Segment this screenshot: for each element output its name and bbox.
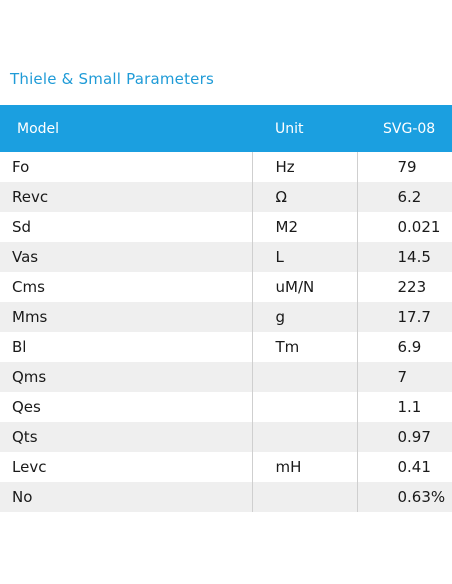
table-row: Qts 0.97 <box>0 422 452 452</box>
row-model: Levc <box>0 452 253 482</box>
row-model: Cms <box>0 272 253 302</box>
row-unit <box>252 482 358 512</box>
row-unit: Tm <box>252 332 358 362</box>
row-value: 1.1 <box>397 398 422 416</box>
row-unit: L <box>252 242 358 272</box>
section-title: Thiele & Small Parameters <box>10 70 214 88</box>
row-unit: M2 <box>252 212 358 242</box>
row-model: Bl <box>0 332 253 362</box>
row-model: Mms <box>0 302 253 332</box>
row-model: Sd <box>0 212 253 242</box>
row-value: 0.97 <box>357 422 452 452</box>
header-unit: Unit <box>252 105 357 152</box>
row-value: 6.9 <box>397 338 422 356</box>
row-unit <box>252 392 358 422</box>
row-unit: Ω <box>252 182 358 212</box>
row-value: 0.41 <box>397 458 431 476</box>
table-row: Vas L 14.5 <box>0 242 452 272</box>
header-svg-08: SVG-08 <box>357 105 452 152</box>
table-header-row: Model Unit SVG-08 <box>0 105 452 152</box>
row-unit <box>252 362 358 392</box>
table-row: Mms g 17.7 <box>0 302 452 332</box>
row-value: 6.2 <box>357 182 452 212</box>
table-row: Qes 1.1 <box>0 392 452 422</box>
row-unit <box>252 422 358 452</box>
row-value: 7 <box>357 362 452 392</box>
row-model: Qms <box>0 362 253 392</box>
table-row: Sd M2 0.021 <box>0 212 452 242</box>
row-unit: g <box>252 302 358 332</box>
row-value: 0.63% <box>357 482 452 512</box>
table-row: Bl Tm 6.9 <box>0 332 452 362</box>
row-model: Fo <box>0 152 253 182</box>
row-model: Qts <box>0 422 253 452</box>
row-value: 14.5 <box>357 242 452 272</box>
table-row: No 0.63% <box>0 482 452 512</box>
table-row: Revc Ω 6.2 <box>0 182 452 212</box>
row-model: Qes <box>0 392 253 422</box>
row-model: Revc <box>0 182 253 212</box>
header-model: Model <box>0 105 252 152</box>
row-value: 0.021 <box>397 218 441 236</box>
row-model: No <box>0 482 253 512</box>
table-row: Cms uM/N 223 <box>0 272 452 302</box>
row-value: 223 <box>397 278 427 296</box>
row-unit: mH <box>252 452 358 482</box>
row-value: 79 <box>397 158 417 176</box>
table-row: Fo Hz 79 <box>0 152 452 182</box>
row-unit: Hz <box>252 152 358 182</box>
table-row: Qms 7 <box>0 362 452 392</box>
row-model: Vas <box>0 242 253 272</box>
thiele-small-parameters-table: Model Unit SVG-08 Fo Hz 79 Revc Ω 6.2 Sd… <box>0 105 452 512</box>
row-unit: uM/N <box>252 272 358 302</box>
row-value: 17.7 <box>357 302 452 332</box>
table-row: Levc mH 0.41 <box>0 452 452 482</box>
